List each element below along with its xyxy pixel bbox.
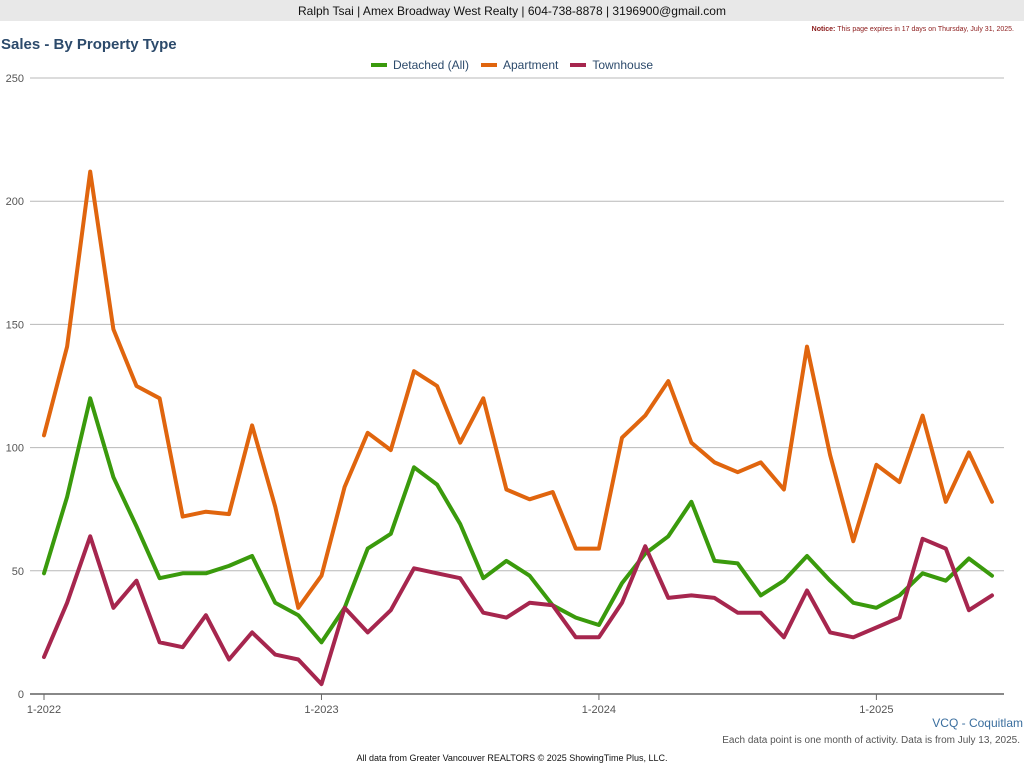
legend-swatch-detached (370, 63, 387, 67)
y-tick-label-150: 150 (6, 319, 24, 331)
legend-swatch-apartment (480, 63, 497, 67)
data-footnote: Each data point is one month of activity… (722, 735, 1020, 746)
notice-text: This page expires in 17 days on Thursday… (837, 26, 1014, 33)
expiry-notice: Notice: This page expires in 17 days on … (812, 26, 1014, 33)
y-tick-label-200: 200 (6, 196, 24, 208)
agent-info-text: Ralph Tsai | Amex Broadway West Realty |… (298, 3, 726, 18)
y-tick-label-100: 100 (6, 443, 24, 455)
agent-info-bar: Ralph Tsai | Amex Broadway West Realty |… (0, 0, 1024, 21)
y-tick-label-250: 250 (6, 73, 24, 85)
series-line-apartment (42, 169, 994, 610)
legend-item-apartment[interactable]: Apartment (480, 58, 559, 72)
chart-title: Sales - By Property Type (1, 36, 177, 53)
legend-swatch-townhouse (570, 63, 587, 67)
x-tick-label-3: 1-2025 (859, 704, 893, 716)
chart-gridlines (30, 77, 1004, 572)
data-source: All data from Greater Vancouver REALTORS… (356, 753, 668, 763)
legend-label-apartment: Apartment (502, 58, 559, 72)
legend-label-townhouse: Townhouse (592, 58, 654, 72)
legend-item-townhouse[interactable]: Townhouse (570, 58, 653, 72)
x-axis: 1-2022 1-2023 1-2024 1-2025 (27, 693, 1004, 716)
chart-series (42, 169, 994, 687)
x-tick-label-1: 1-2023 (304, 704, 338, 716)
x-tick-label-0: 1-2022 (27, 704, 61, 716)
y-tick-label-50: 50 (12, 566, 24, 578)
notice-label: Notice: (811, 26, 836, 33)
series-line-detached (42, 396, 994, 645)
region-label: VCQ - Coquitlam (932, 716, 1023, 730)
series-line-townhouse (42, 534, 994, 687)
legend-label-detached: Detached (All) (392, 58, 469, 72)
y-axis-ticks: 0 50 100 150 200 250 (6, 73, 24, 701)
chart-legend: Detached (All) Apartment Townhouse (0, 58, 1024, 72)
legend-item-detached[interactable]: Detached (All) (370, 58, 469, 72)
x-tick-label-2: 1-2024 (582, 704, 616, 716)
y-tick-label-0: 0 (18, 689, 24, 701)
